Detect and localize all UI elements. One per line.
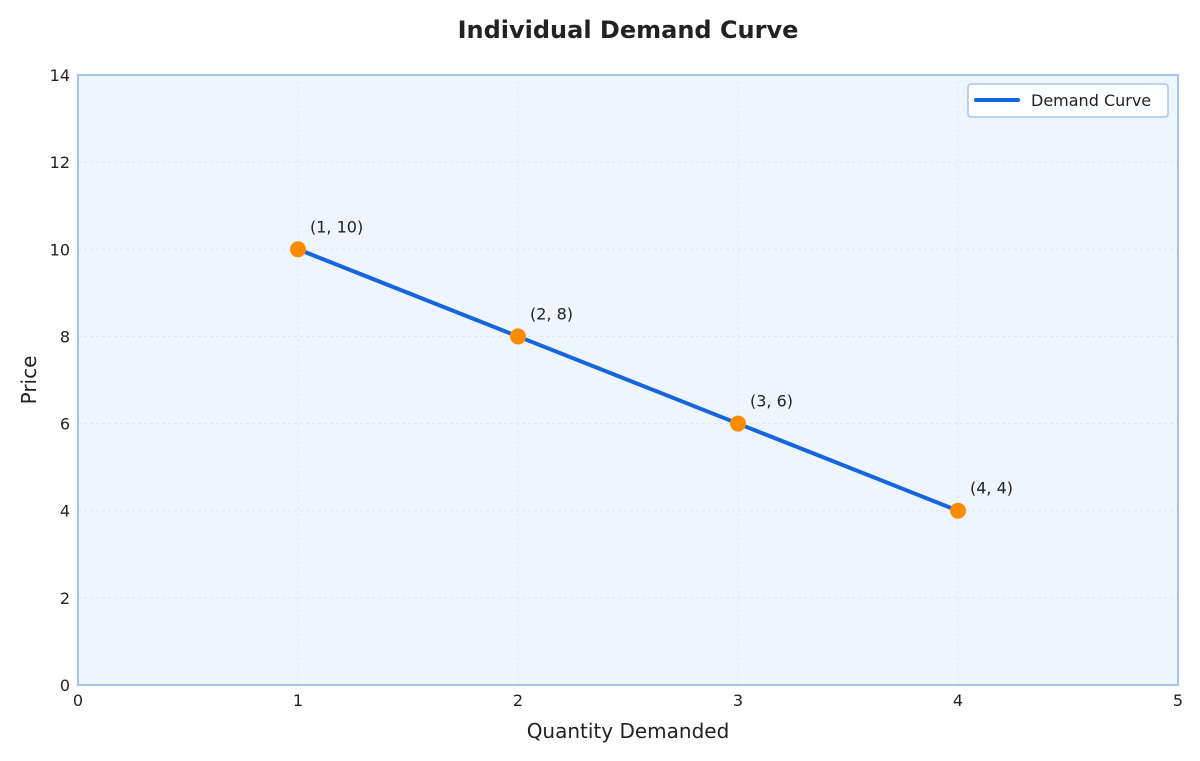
x-axis-ticks: 0 1 2 3 4 5 — [73, 691, 1183, 710]
legend-box — [967, 83, 1169, 118]
x-tick-label: 3 — [733, 691, 743, 710]
legend-label: Demand Curve — [1031, 91, 1151, 110]
point-label: (3, 6) — [750, 392, 793, 411]
y-tick-label: 0 — [60, 676, 70, 695]
legend: Demand Curve — [967, 83, 1169, 118]
y-tick-label: 8 — [60, 327, 70, 346]
y-tick-label: 6 — [60, 415, 70, 434]
x-axis-label: Quantity Demanded — [527, 719, 730, 743]
y-tick-label: 10 — [50, 240, 70, 259]
x-tick-label: 5 — [1173, 691, 1183, 710]
y-tick-label: 12 — [50, 153, 70, 172]
data-point — [950, 502, 966, 519]
point-label: (4, 4) — [970, 479, 1013, 498]
series-layer: (1, 10) (2, 8) (3, 6) (4, 4) — [290, 217, 1013, 519]
x-tick-label: 1 — [293, 691, 303, 710]
y-tick-label: 14 — [50, 66, 70, 85]
chart-title: Individual Demand Curve — [458, 16, 799, 44]
data-point — [510, 328, 526, 345]
y-tick-label: 4 — [60, 502, 70, 521]
plot-border — [77, 74, 1179, 686]
y-tick-label: 2 — [60, 589, 70, 608]
y-axis-ticks: 0 2 4 6 8 10 12 14 — [50, 66, 70, 695]
x-tick-label: 2 — [513, 691, 523, 710]
x-tick-label: 4 — [953, 691, 963, 710]
point-label: (1, 10) — [310, 217, 363, 236]
y-axis-label: Price — [17, 356, 41, 405]
point-label: (2, 8) — [530, 304, 573, 323]
data-point — [290, 241, 306, 258]
demand-curve-line — [296, 247, 960, 513]
data-point — [730, 415, 746, 432]
x-tick-label: 0 — [73, 691, 83, 710]
